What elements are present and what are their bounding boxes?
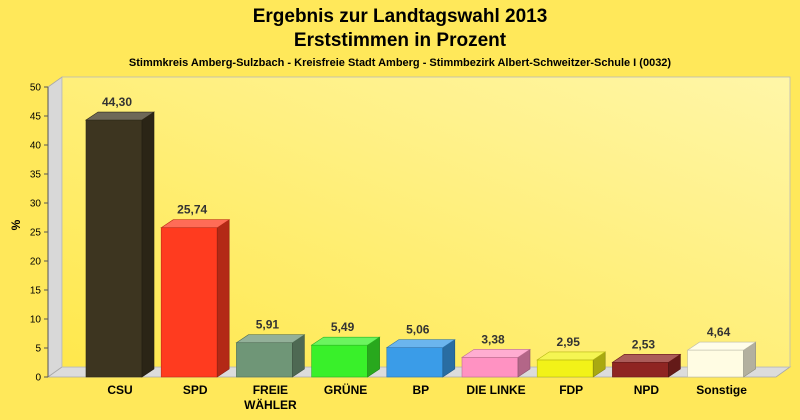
bar-value-label: 2,95	[557, 335, 581, 349]
bar-front	[612, 362, 669, 378]
bar-front	[160, 227, 218, 378]
chart-subtitle: Erststimmen in Prozent	[294, 30, 507, 51]
y-tick-label: 0	[35, 373, 41, 384]
bar-front	[85, 119, 143, 378]
category-label: GRÜNE	[324, 382, 367, 397]
bar-value-label: 25,74	[177, 203, 207, 217]
y-tick-label: 25	[30, 228, 42, 239]
bar	[686, 341, 757, 378]
category-label: DIE LINKE	[466, 383, 525, 397]
y-axis-ticks: 0 5 10 15 20 25 30 35 40 45 50	[30, 83, 48, 384]
bar-top	[536, 351, 607, 361]
y-tick-label: 30	[30, 199, 42, 210]
y-axis-label: %	[9, 219, 23, 230]
bar	[611, 353, 682, 378]
bar-top	[686, 341, 757, 351]
bar-front	[461, 357, 519, 378]
bar	[536, 351, 607, 378]
bar-value-label: 5,49	[331, 320, 355, 334]
bar-top	[85, 111, 155, 121]
bar-top	[310, 336, 381, 346]
chart-title: Ergebnis zur Landtagswahl 2013	[253, 6, 548, 27]
bar-side	[216, 219, 230, 378]
category-label: BP	[412, 383, 429, 397]
bar-front	[687, 349, 744, 378]
bar-value-label: 3,38	[481, 332, 505, 346]
chart-sub-subtitle: Stimmkreis Amberg-Sulzbach - Kreisfreie …	[129, 57, 672, 69]
bar-value-label: 44,30	[102, 95, 132, 109]
category-label: Sonstige	[696, 383, 747, 397]
bar-value-label: 5,91	[256, 318, 280, 332]
bar	[160, 219, 231, 378]
category-label: FDP	[559, 383, 583, 397]
y-tick-label: 20	[30, 257, 42, 268]
category-label: SPD	[183, 383, 208, 397]
bars: 44,30 25,74 5,91 5,49 5,06 3,38 2,95 2,53 4,64	[85, 95, 757, 378]
category-label: NPD	[634, 383, 660, 397]
bar-top	[611, 354, 682, 363]
bar-front	[536, 359, 594, 378]
bar-top	[385, 339, 456, 348]
y-tick-label: 40	[30, 141, 42, 152]
bar	[235, 334, 306, 378]
y-tick-label: 5	[35, 344, 41, 355]
category-labels: CSU SPD FREIE WÄHLER GRÜNE BP DIE LINKE FDP NPD S…	[107, 382, 747, 412]
bar-top	[461, 349, 531, 358]
bar-side	[141, 111, 155, 378]
bar-top	[160, 219, 231, 229]
y-tick-label: 10	[30, 315, 42, 326]
bar	[385, 339, 456, 378]
y-tick-label: 45	[30, 112, 42, 123]
bar-front	[311, 344, 368, 378]
bar	[461, 348, 531, 378]
bar-front	[386, 347, 444, 378]
bar-value-label: 2,53	[632, 337, 656, 351]
plot-left-wall	[47, 76, 63, 378]
y-tick-label: 15	[30, 286, 42, 297]
bar	[310, 336, 381, 378]
bar-top	[235, 334, 306, 344]
category-label: CSU	[107, 383, 132, 397]
bar-value-label: 4,64	[707, 325, 731, 339]
y-tick-label: 35	[30, 170, 42, 181]
y-tick-label: 50	[30, 83, 42, 94]
bar-front	[236, 342, 293, 378]
bar	[85, 111, 155, 378]
bar-value-label: 5,06	[406, 323, 430, 337]
category-label: FREIE WÄHLER	[244, 383, 297, 412]
